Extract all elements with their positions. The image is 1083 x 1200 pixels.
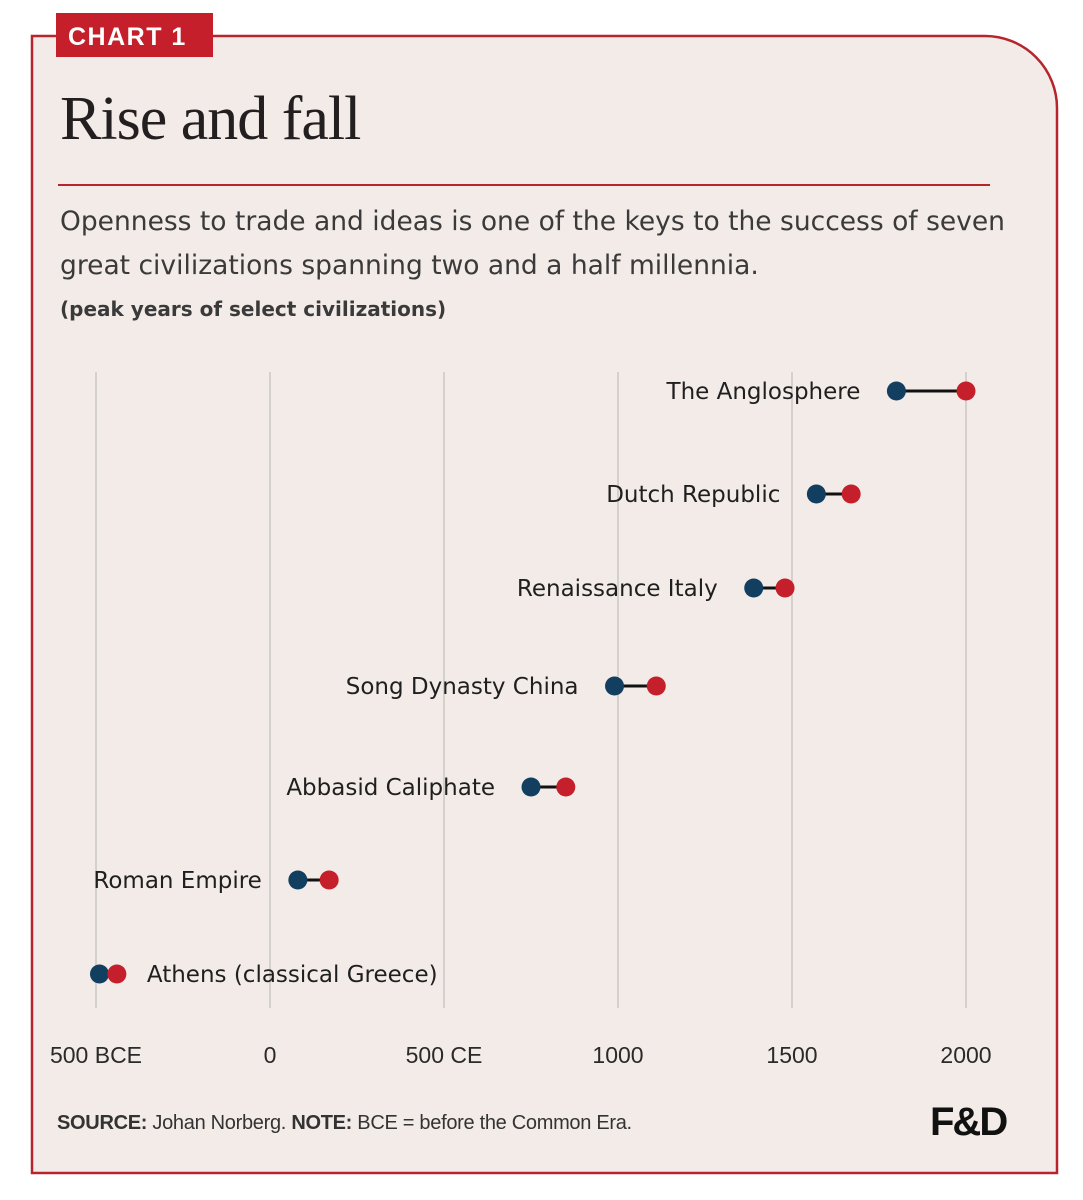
x-tick-label: 0 <box>264 1042 277 1068</box>
row-label: Song Dynasty China <box>346 674 579 700</box>
start-dot <box>806 484 826 504</box>
chart-unit-note: (peak years of select civilizations) <box>60 297 447 321</box>
civilization-row: The Anglosphere <box>666 379 976 405</box>
x-tick-label: 1000 <box>592 1042 643 1068</box>
start-dot <box>605 676 625 696</box>
source-text: Johan Norberg. <box>147 1112 292 1134</box>
start-dot <box>521 777 541 797</box>
start-dot <box>744 578 764 598</box>
x-tick-label: 500 CE <box>406 1042 483 1068</box>
end-dot <box>841 484 861 504</box>
chart-subtitle: Openness to trade and ideas is one of th… <box>60 206 1005 281</box>
row-label: Renaissance Italy <box>517 576 718 602</box>
x-tick-label: 2000 <box>940 1042 991 1068</box>
chart-badge-text: CHART 1 <box>68 23 187 51</box>
start-dot <box>288 870 308 890</box>
end-dot <box>775 578 795 598</box>
end-dot <box>319 870 339 890</box>
end-dot <box>956 381 976 401</box>
row-label: Dutch Republic <box>606 482 780 508</box>
end-dot <box>107 964 127 984</box>
source-note: SOURCE: Johan Norberg. NOTE: BCE = befor… <box>57 1112 632 1135</box>
end-dot <box>556 777 576 797</box>
row-label: The Anglosphere <box>666 379 861 405</box>
x-tick-label: 1500 <box>766 1042 817 1068</box>
source-label: SOURCE: <box>57 1112 148 1134</box>
x-tick-label: 500 BCE <box>50 1042 142 1068</box>
civilization-row: Renaissance Italy <box>517 576 795 602</box>
civilization-row: Roman Empire <box>93 868 339 894</box>
note-text: BCE = before the Common Era. <box>352 1112 632 1134</box>
civilization-row: Dutch Republic <box>606 482 861 508</box>
chart-panel <box>30 34 1059 1175</box>
fd-logo: F&D <box>930 1100 1008 1144</box>
civilization-row: Abbasid Caliphate <box>286 775 576 801</box>
civilization-row: Athens (classical Greece) <box>89 962 438 988</box>
plot-area: The Anglosphere Dutch Republic Renaissance… <box>89 379 976 988</box>
note-label: NOTE: <box>291 1112 353 1134</box>
start-dot <box>89 964 109 984</box>
chart-badge <box>56 13 213 57</box>
row-label: Athens (classical Greece) <box>147 962 438 988</box>
row-label: Abbasid Caliphate <box>286 775 495 801</box>
x-axis: 500 BCE 0 500 CE 1000 1500 2000 <box>50 1042 992 1068</box>
chart-title: Rise and fall <box>60 85 361 153</box>
start-dot <box>886 381 906 401</box>
end-dot <box>646 676 666 696</box>
row-label: Roman Empire <box>93 868 261 894</box>
civilization-row: Song Dynasty China <box>346 674 666 700</box>
